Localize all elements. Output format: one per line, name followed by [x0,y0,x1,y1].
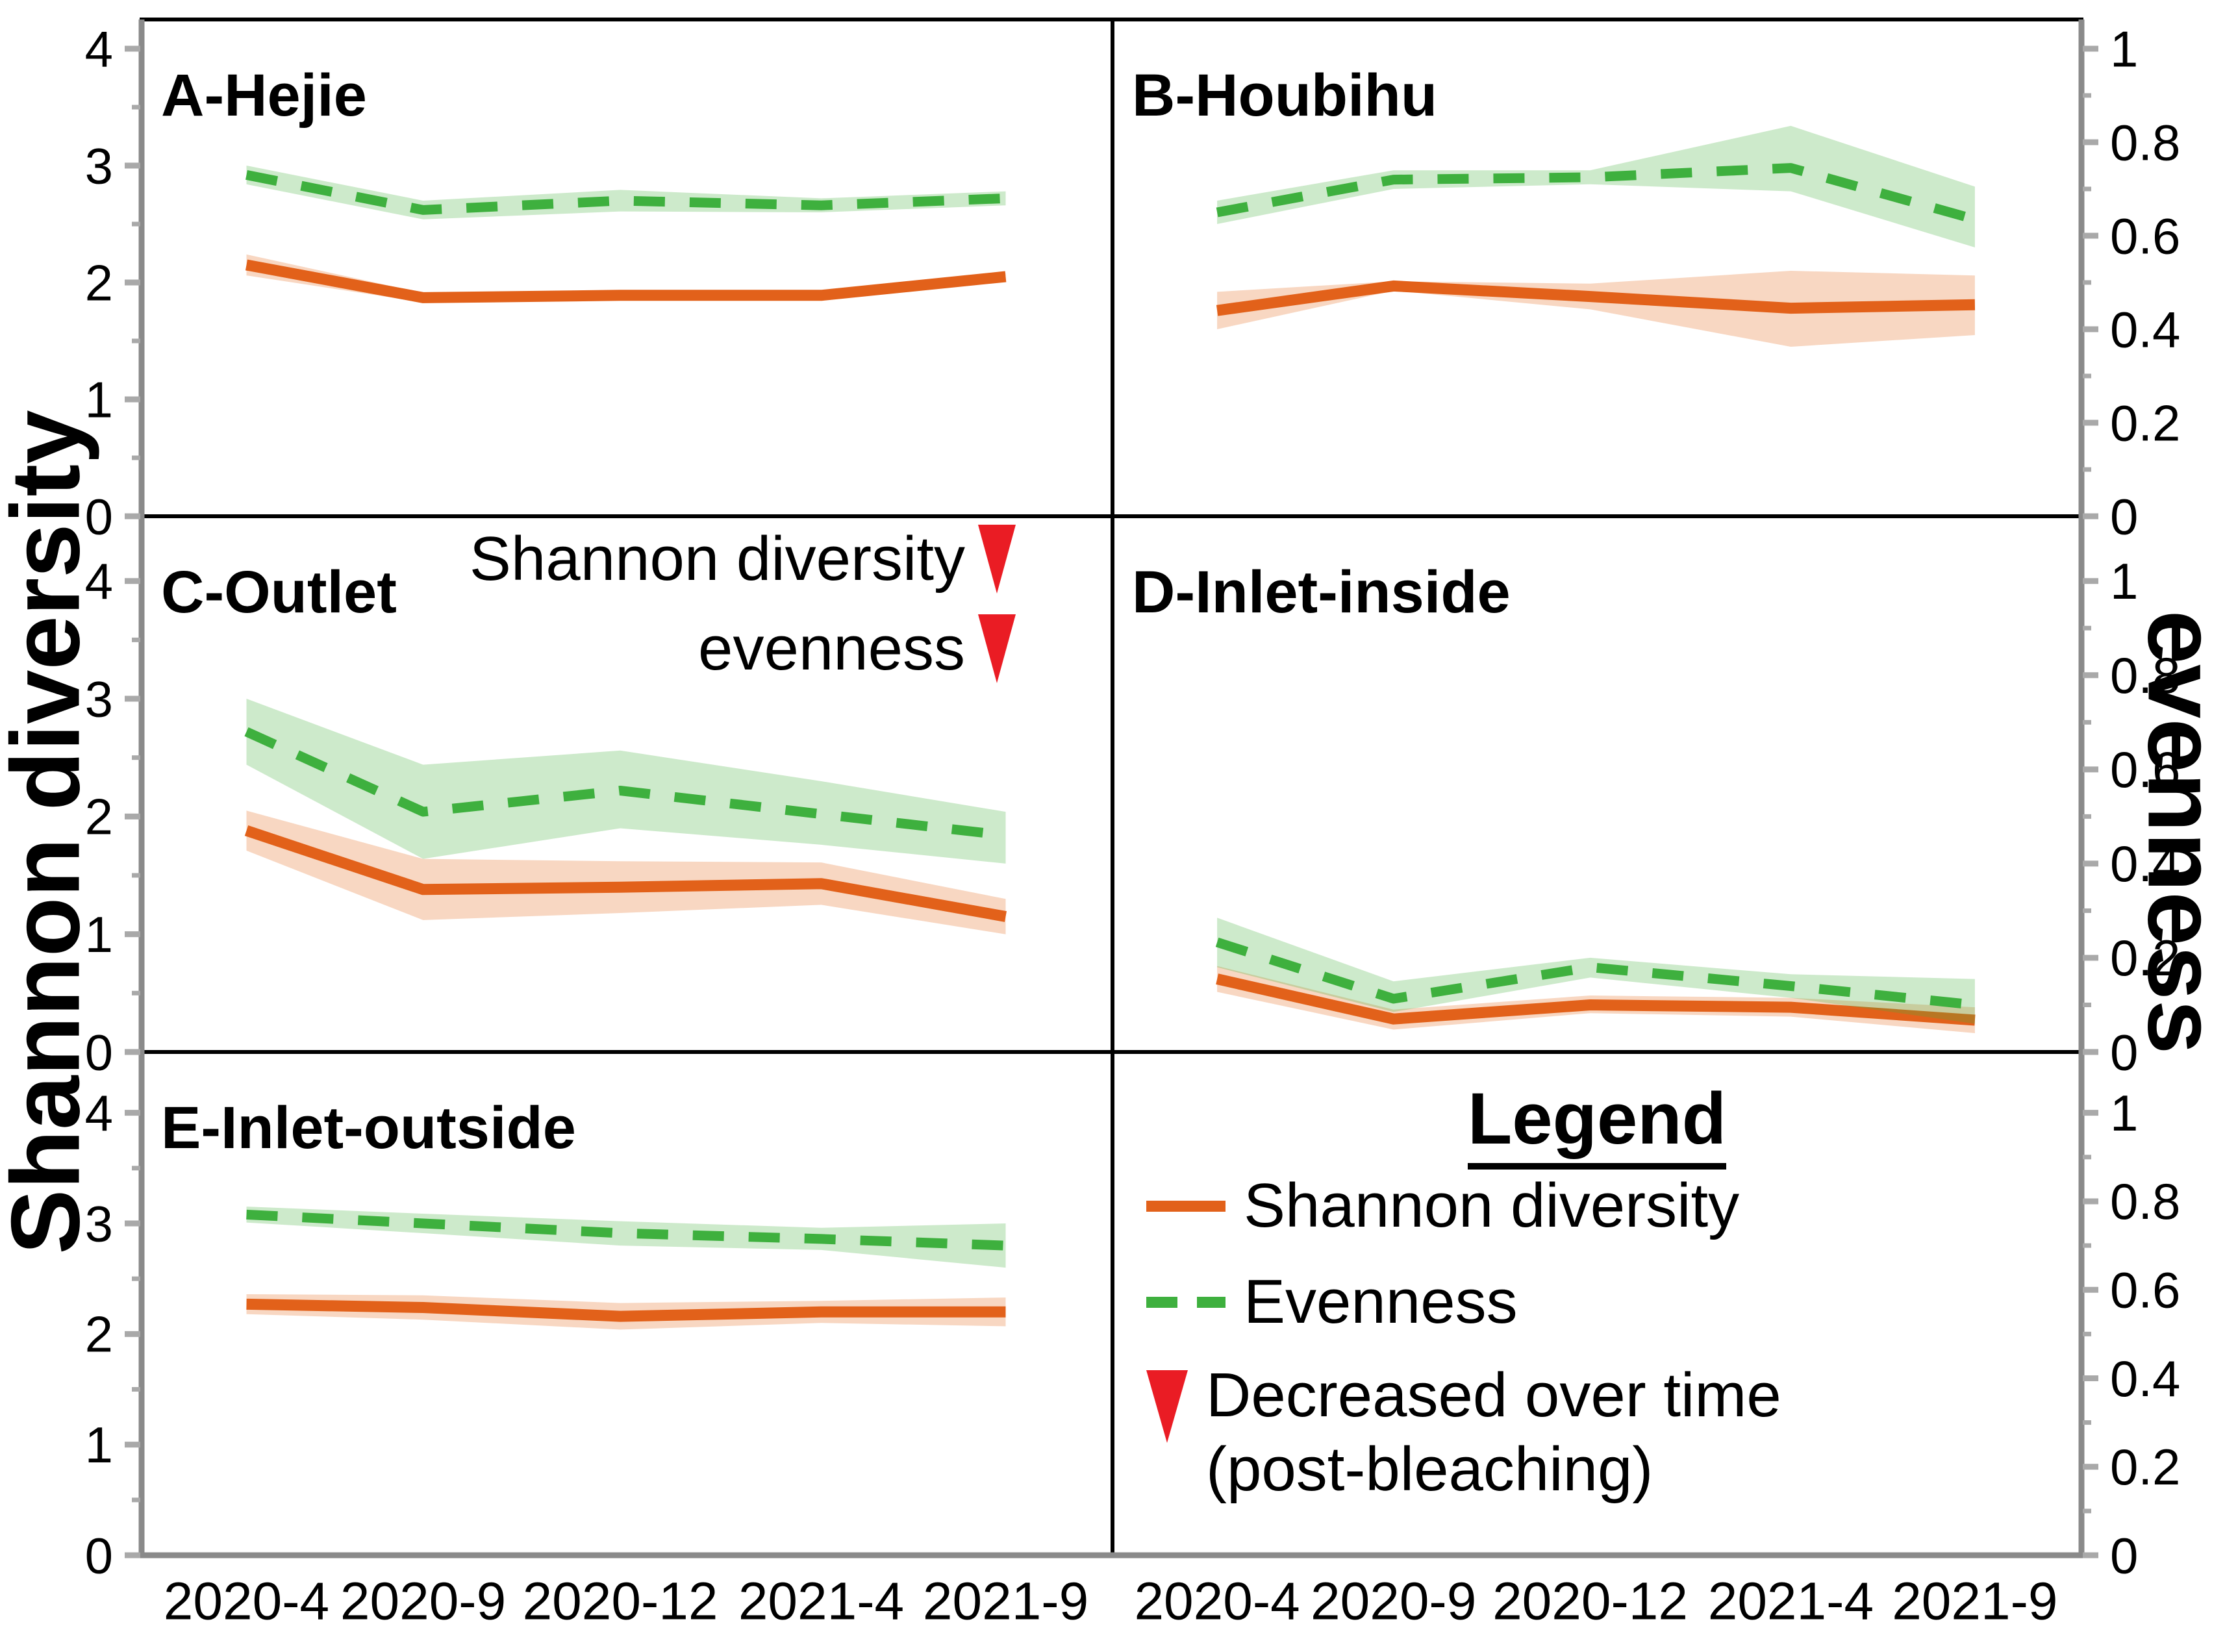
right-tick-label: 0 [2110,1023,2138,1081]
panel-title-D: D-Inlet-inside [1132,559,1511,625]
left-tick-label: 4 [85,20,113,77]
right-tick-label: 1 [2110,20,2138,77]
legend-item-decreased-label: Decreased over time (post-bleaching) [1206,1358,1781,1507]
left-axis-title: Shannon diversity [0,410,100,1255]
left-tick-label: 4 [85,553,113,610]
left-tick-label: 4 [85,1084,113,1142]
panel-B [1216,125,1976,347]
right-tick-label: 0 [2110,488,2138,545]
right-tick-label: 0 [2110,1527,2138,1584]
left-tick-label: 3 [85,670,113,727]
row1-ticks: 0 1 2 3 4 0 0.2 0.4 0.6 0.8 1 [85,553,2181,1081]
right-tick-label: 0.8 [2110,114,2180,171]
right-tick-label: 0.8 [2110,647,2180,704]
x-tick-label: 2021-4 [738,1572,904,1631]
left-tick-label: 0 [85,1023,113,1081]
right-tick-label: 0.2 [2110,1438,2180,1496]
shannon-line [246,1298,1006,1322]
legend-item-shannon: Shannon diversity [1146,1170,1739,1242]
shannon-line [1216,280,1976,316]
green-dashed-line-swatch [1146,1296,1226,1308]
legend-item-decreased: Decreased over time (post-bleaching) [1146,1358,1781,1507]
legend-item-evenness: Evenness [1146,1266,1518,1338]
legend: Legend Shannon diversity Evenness Decrea… [1112,1052,2081,1555]
panel-A [245,166,1007,303]
left-tick-label: 3 [85,137,113,194]
red-down-triangle-icon [1146,1370,1188,1443]
legend-item-evenness-label: Evenness [1244,1267,1518,1336]
right-tick-label: 0.8 [2110,1173,2180,1230]
shannon-line [244,825,1007,922]
shannon-line [245,259,1007,303]
legend-decreased-line2: (post-bleaching) [1206,1434,1653,1504]
annotation-shannon-decreased: Shannon diversity [470,523,1016,595]
left-tick-label: 0 [85,488,113,545]
right-tick-label: 0.6 [2110,207,2180,264]
left-tick-label: 1 [85,371,113,428]
evenness-band [246,699,1006,864]
x-tick-label: 2020-4 [1134,1572,1300,1631]
x-tick-label: 2020-4 [164,1572,329,1631]
legend-item-shannon-label: Shannon diversity [1244,1171,1740,1240]
panel-title-A: A-Hejie [161,62,367,129]
evenness-line [244,727,1007,840]
left-tick-label: 1 [85,906,113,963]
panel-title-E: E-Inlet-outside [161,1095,576,1161]
right-axis-title: evenness [2128,610,2225,1055]
evenness-line [246,1209,1006,1251]
left-tick-label: 2 [85,1306,113,1363]
annotation-evenness-text: evenness [698,614,965,683]
x-tick-label: 2020-12 [1492,1572,1688,1631]
left-tick-label: 2 [85,788,113,845]
right-tick-label: 0.6 [2110,1262,2180,1319]
x-tick-label: 2020-9 [340,1572,506,1631]
annotation-evenness-decreased: evenness [698,613,1016,684]
x-tick-label: 2021-9 [923,1572,1088,1631]
right-tick-label: 0.2 [2110,929,2180,986]
panel-title-B: B-Houbihu [1132,62,1437,129]
legend-title-text: Legend [1467,1078,1727,1170]
right-tick-label: 1 [2110,553,2138,610]
right-tick-label: 0.4 [2110,301,2180,358]
left-tick-label: 1 [85,1416,113,1473]
evenness-band [1217,125,1975,247]
right-tick-label: 0.4 [2110,1350,2180,1407]
x-tick-label: 2020-9 [1311,1572,1476,1631]
x-tick-label: 2021-4 [1708,1572,1874,1631]
orange-solid-line-swatch [1146,1200,1226,1212]
red-down-triangle-icon [978,614,1016,683]
evenness-band [246,166,1006,219]
row2-ticks: 0 1 2 3 4 0 0.2 0.4 0.6 0.8 1 [85,1084,2181,1584]
panel-D [1215,918,1976,1033]
right-tick-label: 0.4 [2110,835,2180,892]
shannon-line [1216,973,1976,1026]
left-tick-label: 2 [85,254,113,311]
row0-ticks: 0 1 2 3 4 0 0.2 0.4 0.6 0.8 1 [85,20,2181,545]
evenness-line [1216,163,1976,225]
evenness-line [245,170,1006,215]
panel-title-C: C-Outlet [161,559,397,625]
red-down-triangle-icon [978,525,1016,594]
right-tick-label: 0.2 [2110,394,2180,451]
shannon-band [246,810,1006,934]
panel-C [244,699,1007,934]
panel-E [246,1207,1006,1330]
left-tick-label: 0 [85,1527,113,1584]
legend-title: Legend [1112,1077,2081,1170]
right-tick-label: 1 [2110,1084,2138,1142]
annotation-shannon-text: Shannon diversity [469,524,965,594]
legend-decreased-line1: Decreased over time [1206,1360,1781,1430]
evenness-line [1215,937,1976,1010]
left-tick-label: 3 [85,1195,113,1252]
right-tick-label: 0.6 [2110,741,2180,798]
x-tick-label: 2020-12 [523,1572,718,1631]
x-tick-labels: 2020-4 2020-9 2020-12 2021-4 2021-9 2020-4 202… [164,1572,2058,1631]
x-tick-label: 2021-9 [1892,1572,2057,1631]
